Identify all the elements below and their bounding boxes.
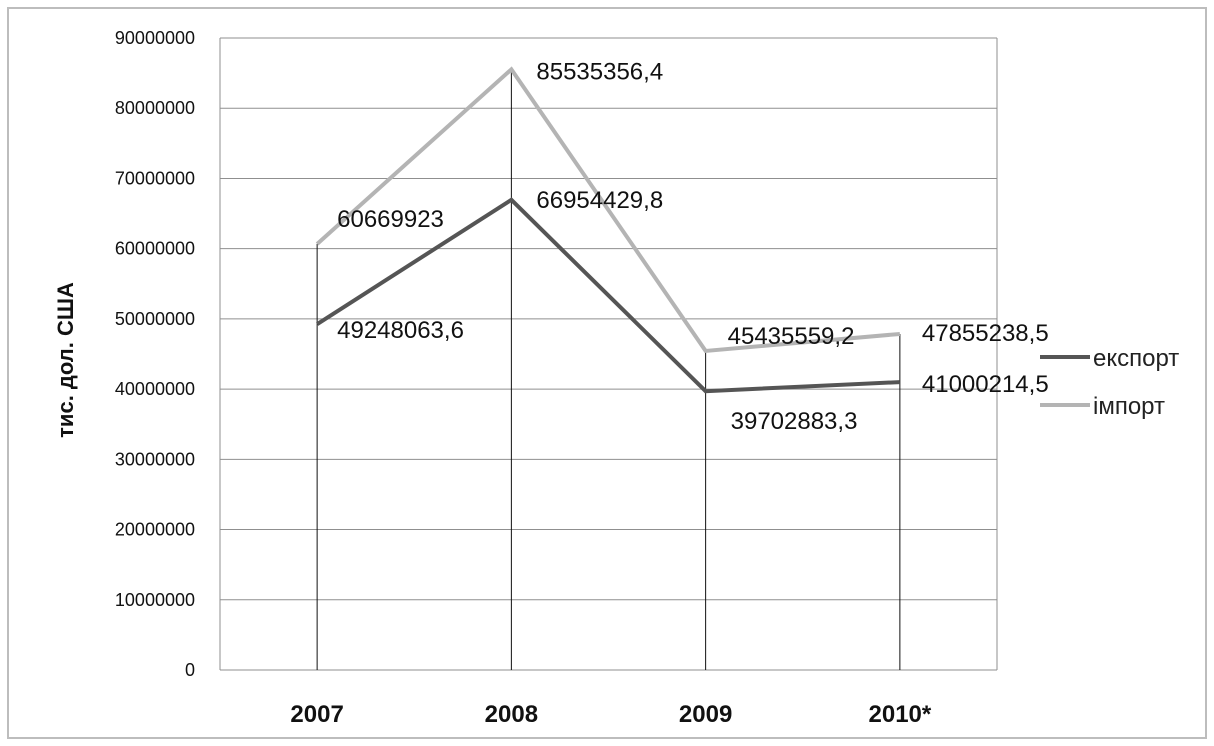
x-tick-label: 2009 [679, 701, 732, 728]
x-tick-label: 2010* [869, 701, 932, 728]
data-label: 39702883,3 [731, 408, 858, 435]
y-tick-label: 10000000 [115, 590, 195, 610]
y-tick-label: 20000000 [115, 520, 195, 540]
y-tick-label: 30000000 [115, 449, 195, 469]
series-line-експорт [316, 197, 900, 394]
y-tick-label: 90000000 [115, 28, 195, 48]
legend-label: експорт [1093, 345, 1179, 372]
data-label: 41000214,5 [922, 371, 1049, 398]
data-label: 60669923 [337, 206, 444, 233]
data-label: 45435559,2 [728, 323, 855, 350]
legend-label: імпорт [1093, 393, 1165, 420]
y-axis-label: тис. дол. США [53, 282, 78, 438]
x-axis-ticks: 2007 2008 2009 2010* [290, 701, 931, 728]
y-tick-label: 40000000 [115, 379, 195, 399]
data-label: 49248063,6 [337, 317, 464, 344]
y-tick-label: 80000000 [115, 98, 195, 118]
x-tick-label: 2008 [485, 701, 538, 728]
grid-lines [219, 37, 998, 671]
y-tick-label: 60000000 [115, 239, 195, 259]
data-label: 47855238,5 [922, 320, 1049, 347]
y-tick-label: 50000000 [115, 309, 195, 329]
legend: експорт імпорт [1040, 345, 1179, 420]
chart-frame [7, 7, 1207, 739]
data-label: 66954429,8 [536, 187, 663, 214]
series-lines [315, 66, 901, 394]
y-tick-label: 0 [185, 660, 195, 680]
y-axis-ticks: 0 10000000 20000000 30000000 40000000 5000000… [115, 28, 195, 680]
series-line-імпорт [315, 66, 901, 354]
y-tick-label: 70000000 [115, 168, 195, 188]
data-label: 85535356,4 [536, 58, 663, 85]
data-labels: 49248063,6 66954429,8 39702883,3 41000214,5… [337, 58, 1049, 435]
x-tick-label: 2007 [290, 701, 343, 728]
category-drop-lines [316, 69, 901, 670]
